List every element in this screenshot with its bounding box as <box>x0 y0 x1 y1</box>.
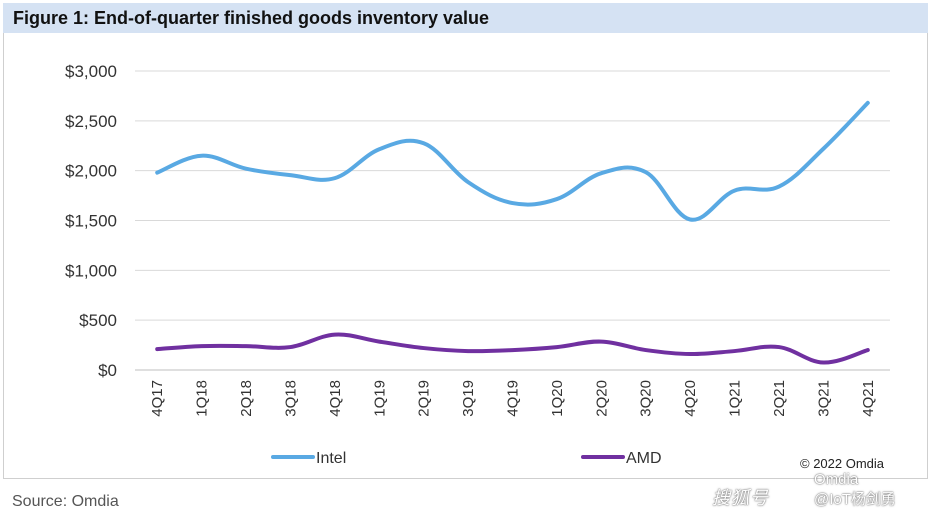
y-tick-label: $1,500 <box>65 212 117 231</box>
x-tick-label: 1Q19 <box>371 380 388 417</box>
source-note: Source: Omdia <box>12 493 119 510</box>
x-tick-label: 2Q18 <box>238 380 255 417</box>
x-tick-label: 3Q19 <box>460 380 477 417</box>
y-tick-label: $2,500 <box>65 112 117 131</box>
x-tick-label: 4Q19 <box>505 380 522 417</box>
series-lines <box>155 100 870 365</box>
grid-lines <box>135 70 890 371</box>
figure-title-bar: Figure 1: End-of-quarter finished goods … <box>3 3 928 33</box>
series-line-amd <box>155 332 870 365</box>
y-tick-label: $1,000 <box>65 261 117 280</box>
x-tick-label: 4Q20 <box>682 380 699 417</box>
y-axis-ticks: $3,000 $2,500 $2,000 $1,500 $1,000 $500 $0 <box>65 62 117 380</box>
y-tick-label: $3,000 <box>65 62 117 81</box>
y-tick-label: $500 <box>79 311 117 330</box>
x-tick-label: 3Q21 <box>815 380 832 417</box>
x-axis-ticks: 4Q17 1Q18 2Q18 3Q18 4Q18 1Q19 2Q19 3Q19 4Q19 1Q20… <box>149 380 877 417</box>
watermark-logo: Omdia @IoT杨剑勇 <box>814 471 896 509</box>
y-tick-label: $0 <box>98 361 117 380</box>
series-line-intel <box>155 100 870 222</box>
x-tick-label: 4Q21 <box>860 380 877 417</box>
x-tick-label: 2Q20 <box>593 380 610 417</box>
legend-label-intel: Intel <box>316 450 346 467</box>
x-tick-label: 4Q17 <box>149 380 166 417</box>
x-tick-label: 3Q18 <box>282 380 299 417</box>
watermark-account: @IoT杨剑勇 <box>814 491 896 508</box>
x-tick-label: 1Q20 <box>549 380 566 417</box>
watermark-brand: Omdia <box>814 471 859 488</box>
chart-frame <box>3 33 928 479</box>
x-tick-label: 3Q20 <box>638 380 655 417</box>
x-tick-label: 1Q18 <box>194 380 211 417</box>
copyright-note: © 2022 Omdia <box>800 456 885 471</box>
x-tick-label: 2Q19 <box>416 380 433 417</box>
legend: Intel AMD <box>271 450 662 467</box>
x-tick-label: 4Q18 <box>327 380 344 417</box>
figure-title: Figure 1: End-of-quarter finished goods … <box>13 8 490 28</box>
legend-label-amd: AMD <box>626 450 662 467</box>
x-tick-label: 2Q21 <box>771 380 788 417</box>
x-tick-label: 1Q21 <box>727 380 744 417</box>
watermark-platform: 搜狐号 <box>712 488 769 508</box>
y-tick-label: $2,000 <box>65 162 117 181</box>
